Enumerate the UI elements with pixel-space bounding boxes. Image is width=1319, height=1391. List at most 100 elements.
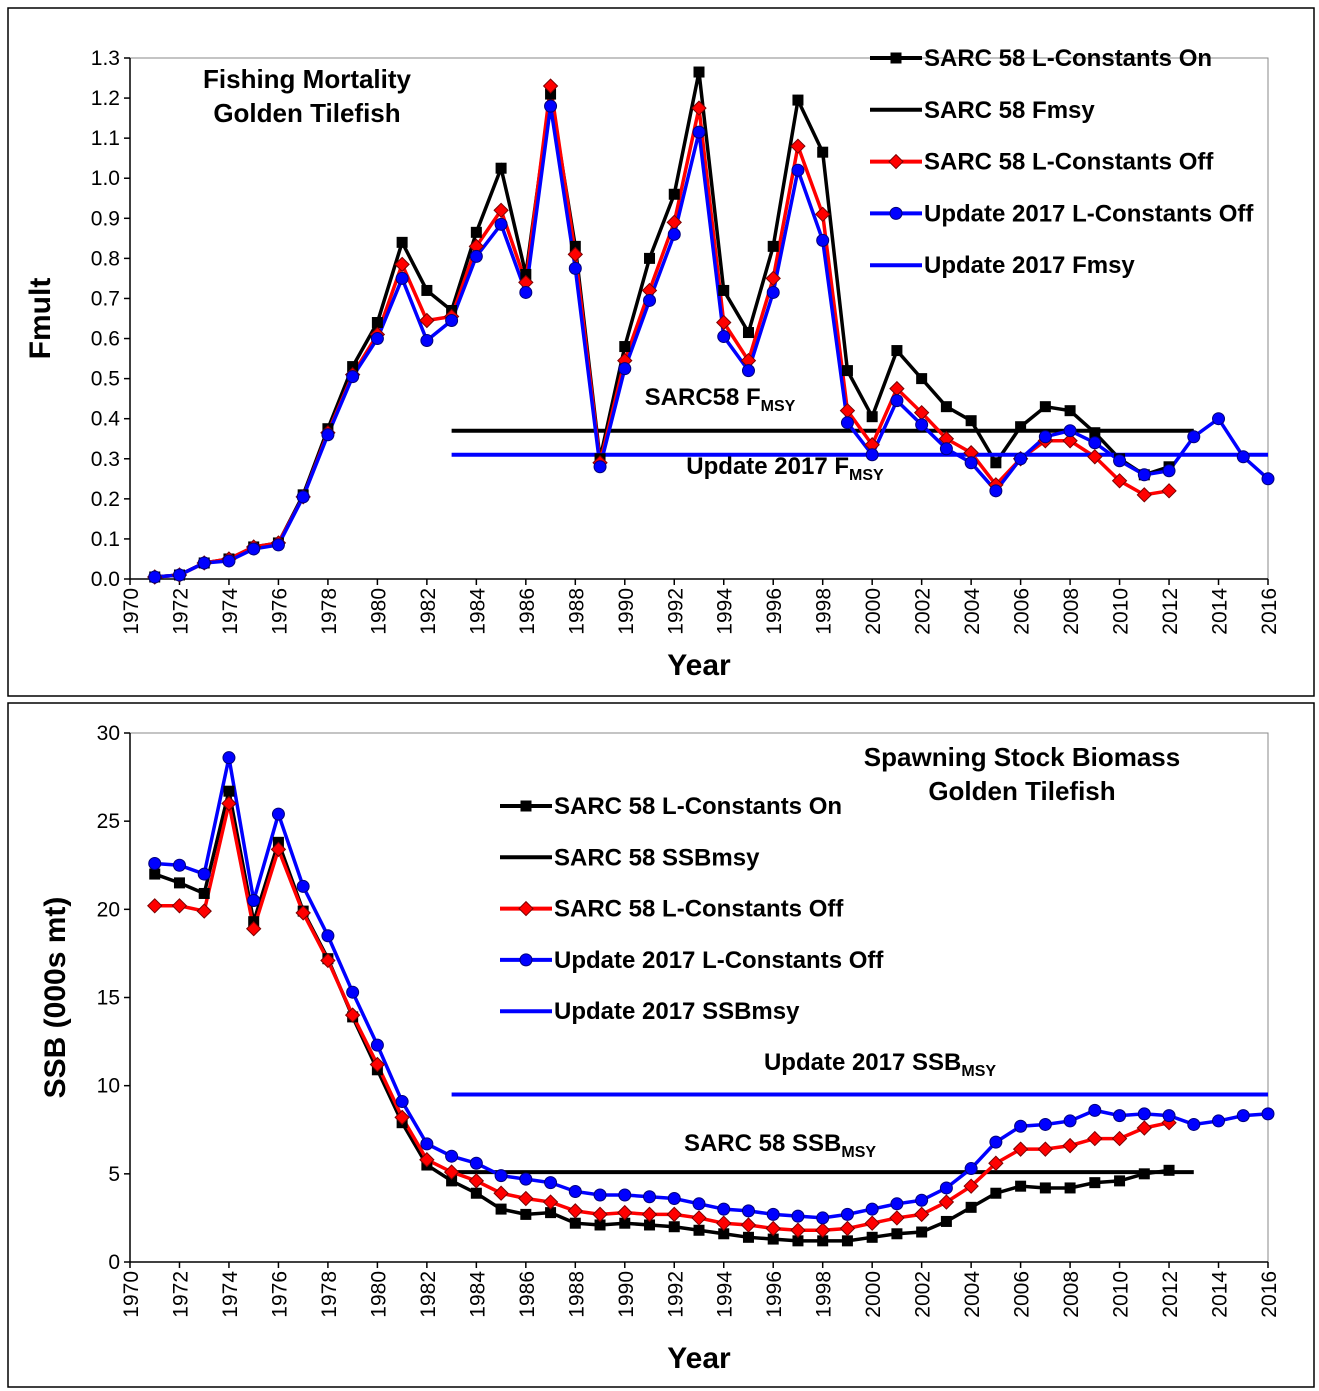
- data-point: [519, 285, 533, 299]
- y-axis-title: SSB (000s mt): [39, 897, 72, 1099]
- data-point: [493, 1185, 509, 1201]
- y-tick-label: 1.3: [91, 47, 120, 70]
- data-point: [767, 1233, 779, 1245]
- data-point: [1161, 483, 1177, 499]
- data-point: [939, 1181, 953, 1195]
- data-point: [1012, 1141, 1029, 1157]
- data-point: [1088, 1103, 1102, 1117]
- legend-marker: [518, 900, 534, 917]
- x-tick-label: 1984: [466, 588, 489, 635]
- data-point: [419, 1152, 435, 1168]
- legend-label: Update 2017 Fmsy: [924, 252, 1135, 279]
- data-point: [816, 233, 830, 247]
- data-point: [568, 261, 582, 275]
- data-point: [1037, 1141, 1054, 1157]
- data-point: [370, 332, 384, 346]
- x-tick-label: 1992: [664, 588, 687, 635]
- x-tick-label: 1990: [615, 588, 638, 635]
- data-point: [568, 1184, 582, 1198]
- data-point: [295, 905, 311, 921]
- data-point: [1113, 454, 1127, 468]
- x-tick-label: 1986: [516, 1271, 539, 1318]
- data-point: [691, 1210, 707, 1226]
- data-point: [965, 415, 977, 427]
- data-point: [468, 1173, 485, 1189]
- data-point: [396, 236, 408, 248]
- x-tick-label: 1988: [565, 1271, 588, 1318]
- data-point: [814, 1222, 831, 1238]
- data-point: [222, 751, 236, 765]
- data-point: [320, 952, 336, 969]
- data-point: [296, 490, 310, 504]
- data-point: [1062, 433, 1078, 449]
- x-tick-label: 1980: [367, 588, 390, 635]
- data-point: [1113, 1109, 1127, 1123]
- legend-marker: [519, 953, 533, 967]
- data-point: [148, 856, 162, 870]
- data-point: [494, 217, 508, 231]
- x-tick-label: 1970: [120, 588, 143, 635]
- data-point: [296, 879, 310, 893]
- data-point: [814, 206, 831, 223]
- x-tick-label: 1972: [169, 588, 192, 635]
- x-tick-label: 1982: [417, 588, 440, 635]
- data-point: [1087, 1130, 1103, 1147]
- data-point: [196, 903, 212, 919]
- data-point: [395, 271, 409, 285]
- data-point: [569, 1217, 581, 1229]
- data-point: [221, 795, 237, 812]
- legend-marker: [888, 153, 904, 170]
- x-tick-label: 2000: [862, 588, 885, 635]
- data-point: [172, 858, 186, 872]
- data-point: [420, 334, 434, 348]
- x-tick-label: 1994: [714, 588, 737, 635]
- x-tick-label: 2008: [1060, 1271, 1083, 1318]
- y-axis-title: Fmult: [24, 278, 57, 360]
- x-tick-label: 1974: [219, 1271, 242, 1318]
- data-point: [1187, 430, 1201, 444]
- data-point: [940, 1215, 952, 1227]
- x-tick-label: 1982: [417, 1271, 440, 1318]
- data-point: [1064, 405, 1076, 417]
- data-point: [619, 1217, 631, 1229]
- x-tick-label: 1998: [813, 588, 836, 635]
- data-point: [495, 1203, 507, 1215]
- chart-title: Spawning Stock Biomass: [864, 742, 1180, 772]
- data-point: [271, 538, 285, 552]
- data-point: [520, 268, 532, 280]
- data-point: [171, 898, 188, 914]
- x-tick-label: 1984: [466, 1271, 489, 1318]
- data-point: [741, 1204, 755, 1218]
- annotation: SARC58 FMSY: [645, 384, 796, 415]
- x-tick-label: 2000: [862, 1271, 885, 1318]
- data-point: [668, 188, 680, 200]
- data-point: [270, 841, 287, 858]
- x-tick-label: 1972: [169, 1271, 192, 1318]
- x-tick-label: 2004: [961, 588, 984, 635]
- data-point: [1111, 473, 1128, 489]
- data-point: [197, 556, 211, 570]
- data-point: [493, 202, 509, 218]
- data-point: [247, 542, 261, 556]
- y-tick-label: 0.7: [91, 287, 120, 310]
- x-tick-label: 2012: [1159, 588, 1182, 635]
- data-point: [518, 1190, 534, 1207]
- data-point: [964, 1162, 978, 1176]
- x-tick-label: 1978: [318, 588, 341, 635]
- data-point: [544, 1176, 558, 1190]
- data-point: [915, 418, 929, 432]
- y-tick-label: 0.0: [91, 568, 120, 591]
- data-point: [717, 1202, 731, 1216]
- data-point: [940, 401, 952, 413]
- y-tick-label: 1.2: [91, 87, 120, 110]
- y-tick-label: 0.2: [91, 488, 120, 511]
- data-point: [469, 249, 483, 263]
- x-axis-title: Year: [667, 649, 731, 682]
- data-point: [641, 1206, 658, 1223]
- data-point: [916, 373, 928, 385]
- data-point: [840, 1207, 854, 1221]
- data-point: [988, 1155, 1004, 1171]
- data-point: [841, 365, 853, 377]
- data-point: [1089, 427, 1101, 439]
- data-point: [618, 1188, 632, 1202]
